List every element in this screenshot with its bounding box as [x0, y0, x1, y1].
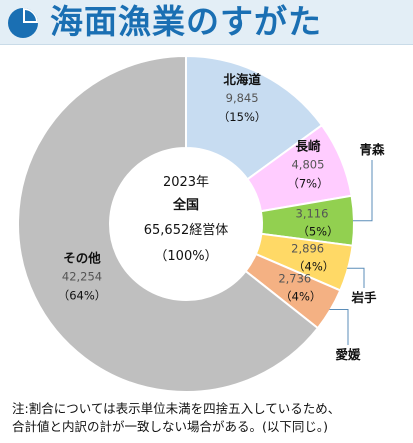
slice-label-nagasaki: 長崎 [295, 138, 321, 153]
footnote-line-1: 注:割合については表示単位未満を四捨五入しているため、 [12, 401, 341, 416]
slice-percent-iwate: （4%） [293, 259, 334, 273]
page-title: 海面漁業のすがた [50, 2, 322, 41]
center-region: 全国 [172, 197, 199, 213]
slice-percent-ehime: （4%） [280, 289, 321, 303]
slice-percent-hokkaido: （15%） [218, 110, 267, 124]
slice-percent-aomori: （5%） [297, 225, 338, 239]
slice-percent-other: （64%） [58, 288, 107, 302]
slice-label-hokkaido: 北海道 [223, 72, 261, 87]
callout-line-iwate [347, 267, 365, 288]
center-total: 65,652経営体 [144, 223, 229, 238]
donut-chart: 北海道 9,845 （15%） 長崎 4,805 （7%） 3,116 （5%） 青森 2,896… [17, 54, 385, 393]
slice-value-iwate: 2,896 [291, 241, 324, 255]
page-header: 海面漁業のすがた [0, 0, 413, 45]
slice-value-ehime: 2,736 [278, 271, 311, 285]
slice-label-ehime: 愛媛 [335, 347, 361, 362]
slice-other [17, 54, 320, 393]
center-label: 2023年 全国 65,652経営体 （100%） [144, 175, 229, 264]
slice-percent-nagasaki: （7%） [287, 176, 328, 190]
slice-value-other: 42,254 [62, 269, 102, 283]
footnote-line-2: 合計値と内訳の計が一致しない場合がある。(以下同じ。) [12, 419, 329, 434]
slice-label-other: その他 [63, 250, 101, 265]
slice-value-nagasaki: 4,805 [291, 157, 324, 171]
center-year: 2023年 [163, 175, 209, 190]
slice-value-aomori: 3,116 [296, 207, 329, 221]
slice-label-aomori: 青森 [359, 142, 385, 157]
center-percent: （100%） [154, 249, 217, 264]
callout-line-aomori [352, 160, 373, 222]
footnote: 注:割合については表示単位未満を四捨五入しているため、 合計値と内訳の計が一致し… [12, 400, 410, 436]
callout-line-ehime [329, 309, 349, 345]
pie-chart-icon [8, 8, 38, 38]
slice-value-hokkaido: 9,845 [226, 91, 259, 105]
slice-hokkaido [185, 54, 324, 181]
slice-label-iwate: 岩手 [350, 290, 377, 305]
